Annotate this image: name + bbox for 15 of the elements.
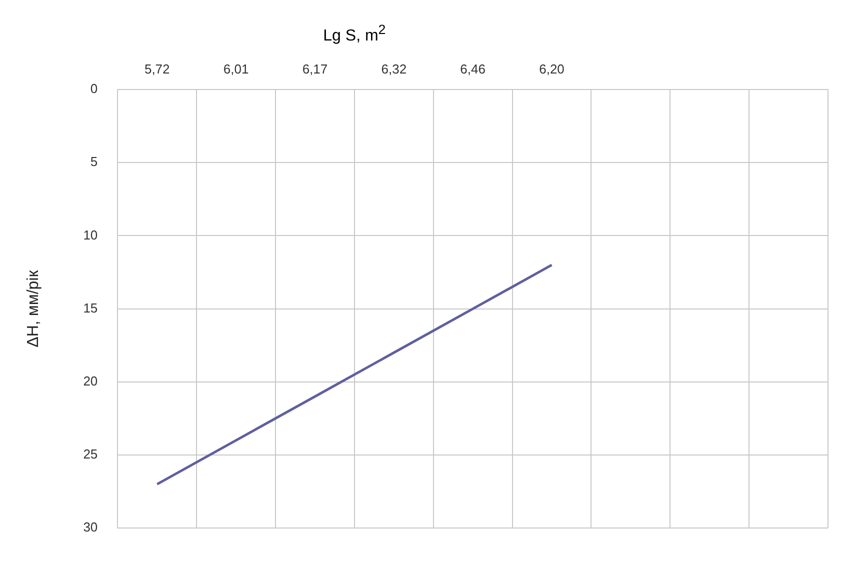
x-tick-label: 6,32	[381, 61, 407, 76]
x-tick-label: 5,72	[144, 61, 170, 76]
y-axis-title: ΔH, мм/рік	[25, 269, 42, 348]
y-tick-label: 0	[90, 81, 98, 96]
y-tick-label: 15	[83, 300, 98, 316]
x-tick-label: 6,46	[460, 61, 486, 76]
y-tick-label: 5	[90, 154, 98, 170]
x-tick-label: 6,01	[223, 61, 249, 76]
y-tick-label: 10	[83, 227, 98, 242]
x-tick-label: 6,20	[539, 61, 564, 76]
y-tick-label: 20	[83, 373, 98, 388]
y-tick-label: 25	[83, 446, 98, 462]
x-tick-label: 6,17	[302, 61, 328, 76]
x-axis-title: Lg S, m$^{2}$	[323, 22, 386, 46]
y-tick-label: 30	[83, 520, 98, 535]
